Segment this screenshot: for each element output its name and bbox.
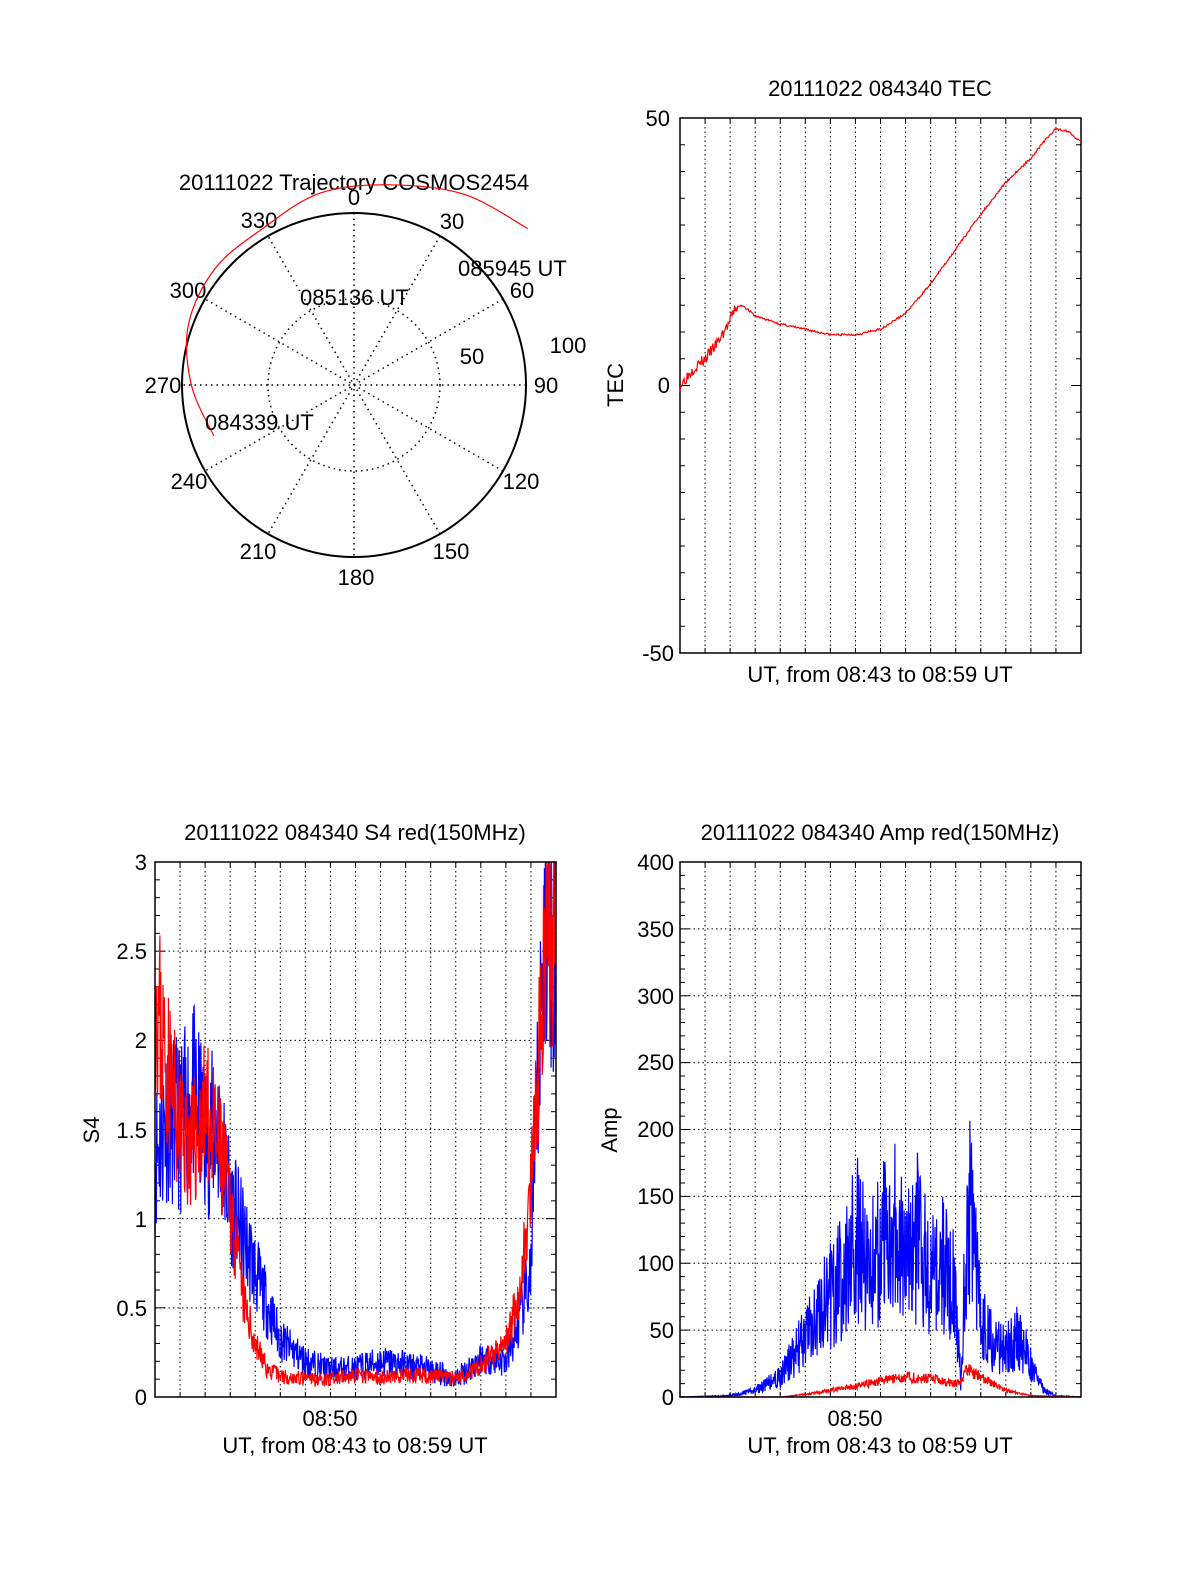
amp-plot-frame [679, 861, 1082, 1398]
tec-chart: 20111022 084340 TEC 50 0 -50 TEC UT, fro… [603, 76, 1082, 687]
amp-xlabel: UT, from 08:43 to 08:59 UT [747, 1433, 1012, 1458]
amp-chart: 20111022 084340 Amp red(150MHz) 0 50 100… [597, 820, 1082, 1458]
amp-title: 20111022 084340 Amp red(150MHz) [701, 820, 1060, 845]
angle-label-90: 90 [534, 373, 558, 398]
tec-ylabel: TEC [603, 363, 628, 407]
angle-label-0: 0 [348, 185, 360, 210]
amp-ylabel: Amp [597, 1107, 622, 1152]
s4-series-red [154, 861, 557, 1388]
s4-ytick-label-1.5: 1.5 [116, 1118, 147, 1143]
angle-label-120: 120 [503, 469, 540, 494]
s4-ytick-label-2.5: 2.5 [116, 939, 147, 964]
trajectory-title: 20111022 Trajectory COSMOS2454 [179, 170, 529, 195]
amp-ytick-label-200: 200 [637, 1117, 674, 1142]
s4-title: 20111022 084340 S4 red(150MHz) [184, 820, 526, 845]
angle-label-150: 150 [433, 539, 470, 564]
trajectory-label-mid: 085136 UT [300, 285, 409, 310]
radius-label-100: 100 [550, 333, 587, 358]
s4-xtick-label-0850: 08:50 [302, 1406, 357, 1431]
s4-chart: 20111022 084340 S4 red(150MHz) 0 0.5 1 1… [79, 820, 557, 1458]
trajectory-angle-labels: 0 30 60 90 120 150 180 210 240 270 300 3… [145, 185, 559, 590]
angle-label-30: 30 [440, 209, 464, 234]
s4-ylabel: S4 [79, 1117, 104, 1144]
tec-grid [704, 118, 1057, 653]
s4-plot-frame [154, 861, 557, 1398]
trajectory-spokes [182, 213, 526, 557]
angle-label-270: 270 [145, 373, 182, 398]
s4-grid [155, 862, 556, 1397]
tec-xlabel: UT, from 08:43 to 08:59 UT [747, 662, 1012, 687]
amp-ytick-label-0: 0 [662, 1385, 674, 1410]
angle-label-180: 180 [338, 565, 375, 590]
amp-series-blue [680, 1120, 1081, 1398]
amp-ytick-labels: 0 50 100 150 200 250 300 350 400 [637, 850, 674, 1410]
amp-ytick-label-50: 50 [650, 1318, 674, 1343]
tec-ticks [679, 117, 1082, 654]
s4-xlabel: UT, from 08:43 to 08:59 UT [222, 1433, 487, 1458]
tec-plot-frame [679, 117, 1082, 654]
angle-label-60: 60 [510, 278, 534, 303]
trajectory-track-red [185, 184, 528, 437]
trajectory-grid [181, 212, 527, 558]
s4-ytick-label-0: 0 [135, 1385, 147, 1410]
angle-label-330: 330 [241, 208, 278, 233]
trajectory-label-start: 084339 UT [205, 410, 314, 435]
amp-ytick-label-300: 300 [637, 984, 674, 1009]
trajectory-chart: 20111022 Trajectory COSMOS2454 0 30 60 9… [145, 170, 587, 590]
radius-label-50: 50 [460, 344, 484, 369]
tec-series-red [679, 127, 1082, 392]
s4-ytick-label-0.5: 0.5 [116, 1296, 147, 1321]
s4-ytick-labels: 0 0.5 1 1.5 2 2.5 3 [116, 850, 147, 1410]
trajectory-spoke-150 [267, 235, 441, 535]
tec-ytick-label-neg50: -50 [642, 641, 674, 666]
amp-ytick-label-100: 100 [637, 1251, 674, 1276]
tec-ytick-label-0: 0 [658, 373, 670, 398]
tec-title: 20111022 084340 TEC [768, 76, 992, 101]
s4-ytick-label-2: 2 [135, 1028, 147, 1053]
amp-ytick-label-400: 400 [637, 850, 674, 875]
trajectory-label-end: 085945 UT [458, 256, 567, 281]
s4-ytick-label-3: 3 [135, 850, 147, 875]
tec-ytick-label-50: 50 [646, 106, 670, 131]
amp-ytick-label-350: 350 [637, 917, 674, 942]
angle-label-240: 240 [171, 469, 208, 494]
trajectory-ring-inner [267, 298, 441, 472]
angle-label-210: 210 [240, 539, 277, 564]
amp-ytick-label-250: 250 [637, 1050, 674, 1075]
amp-ytick-label-150: 150 [637, 1184, 674, 1209]
s4-ytick-label-1: 1 [135, 1207, 147, 1232]
amp-xtick-label-0850: 08:50 [827, 1406, 882, 1431]
s4-series-blue [154, 861, 557, 1387]
